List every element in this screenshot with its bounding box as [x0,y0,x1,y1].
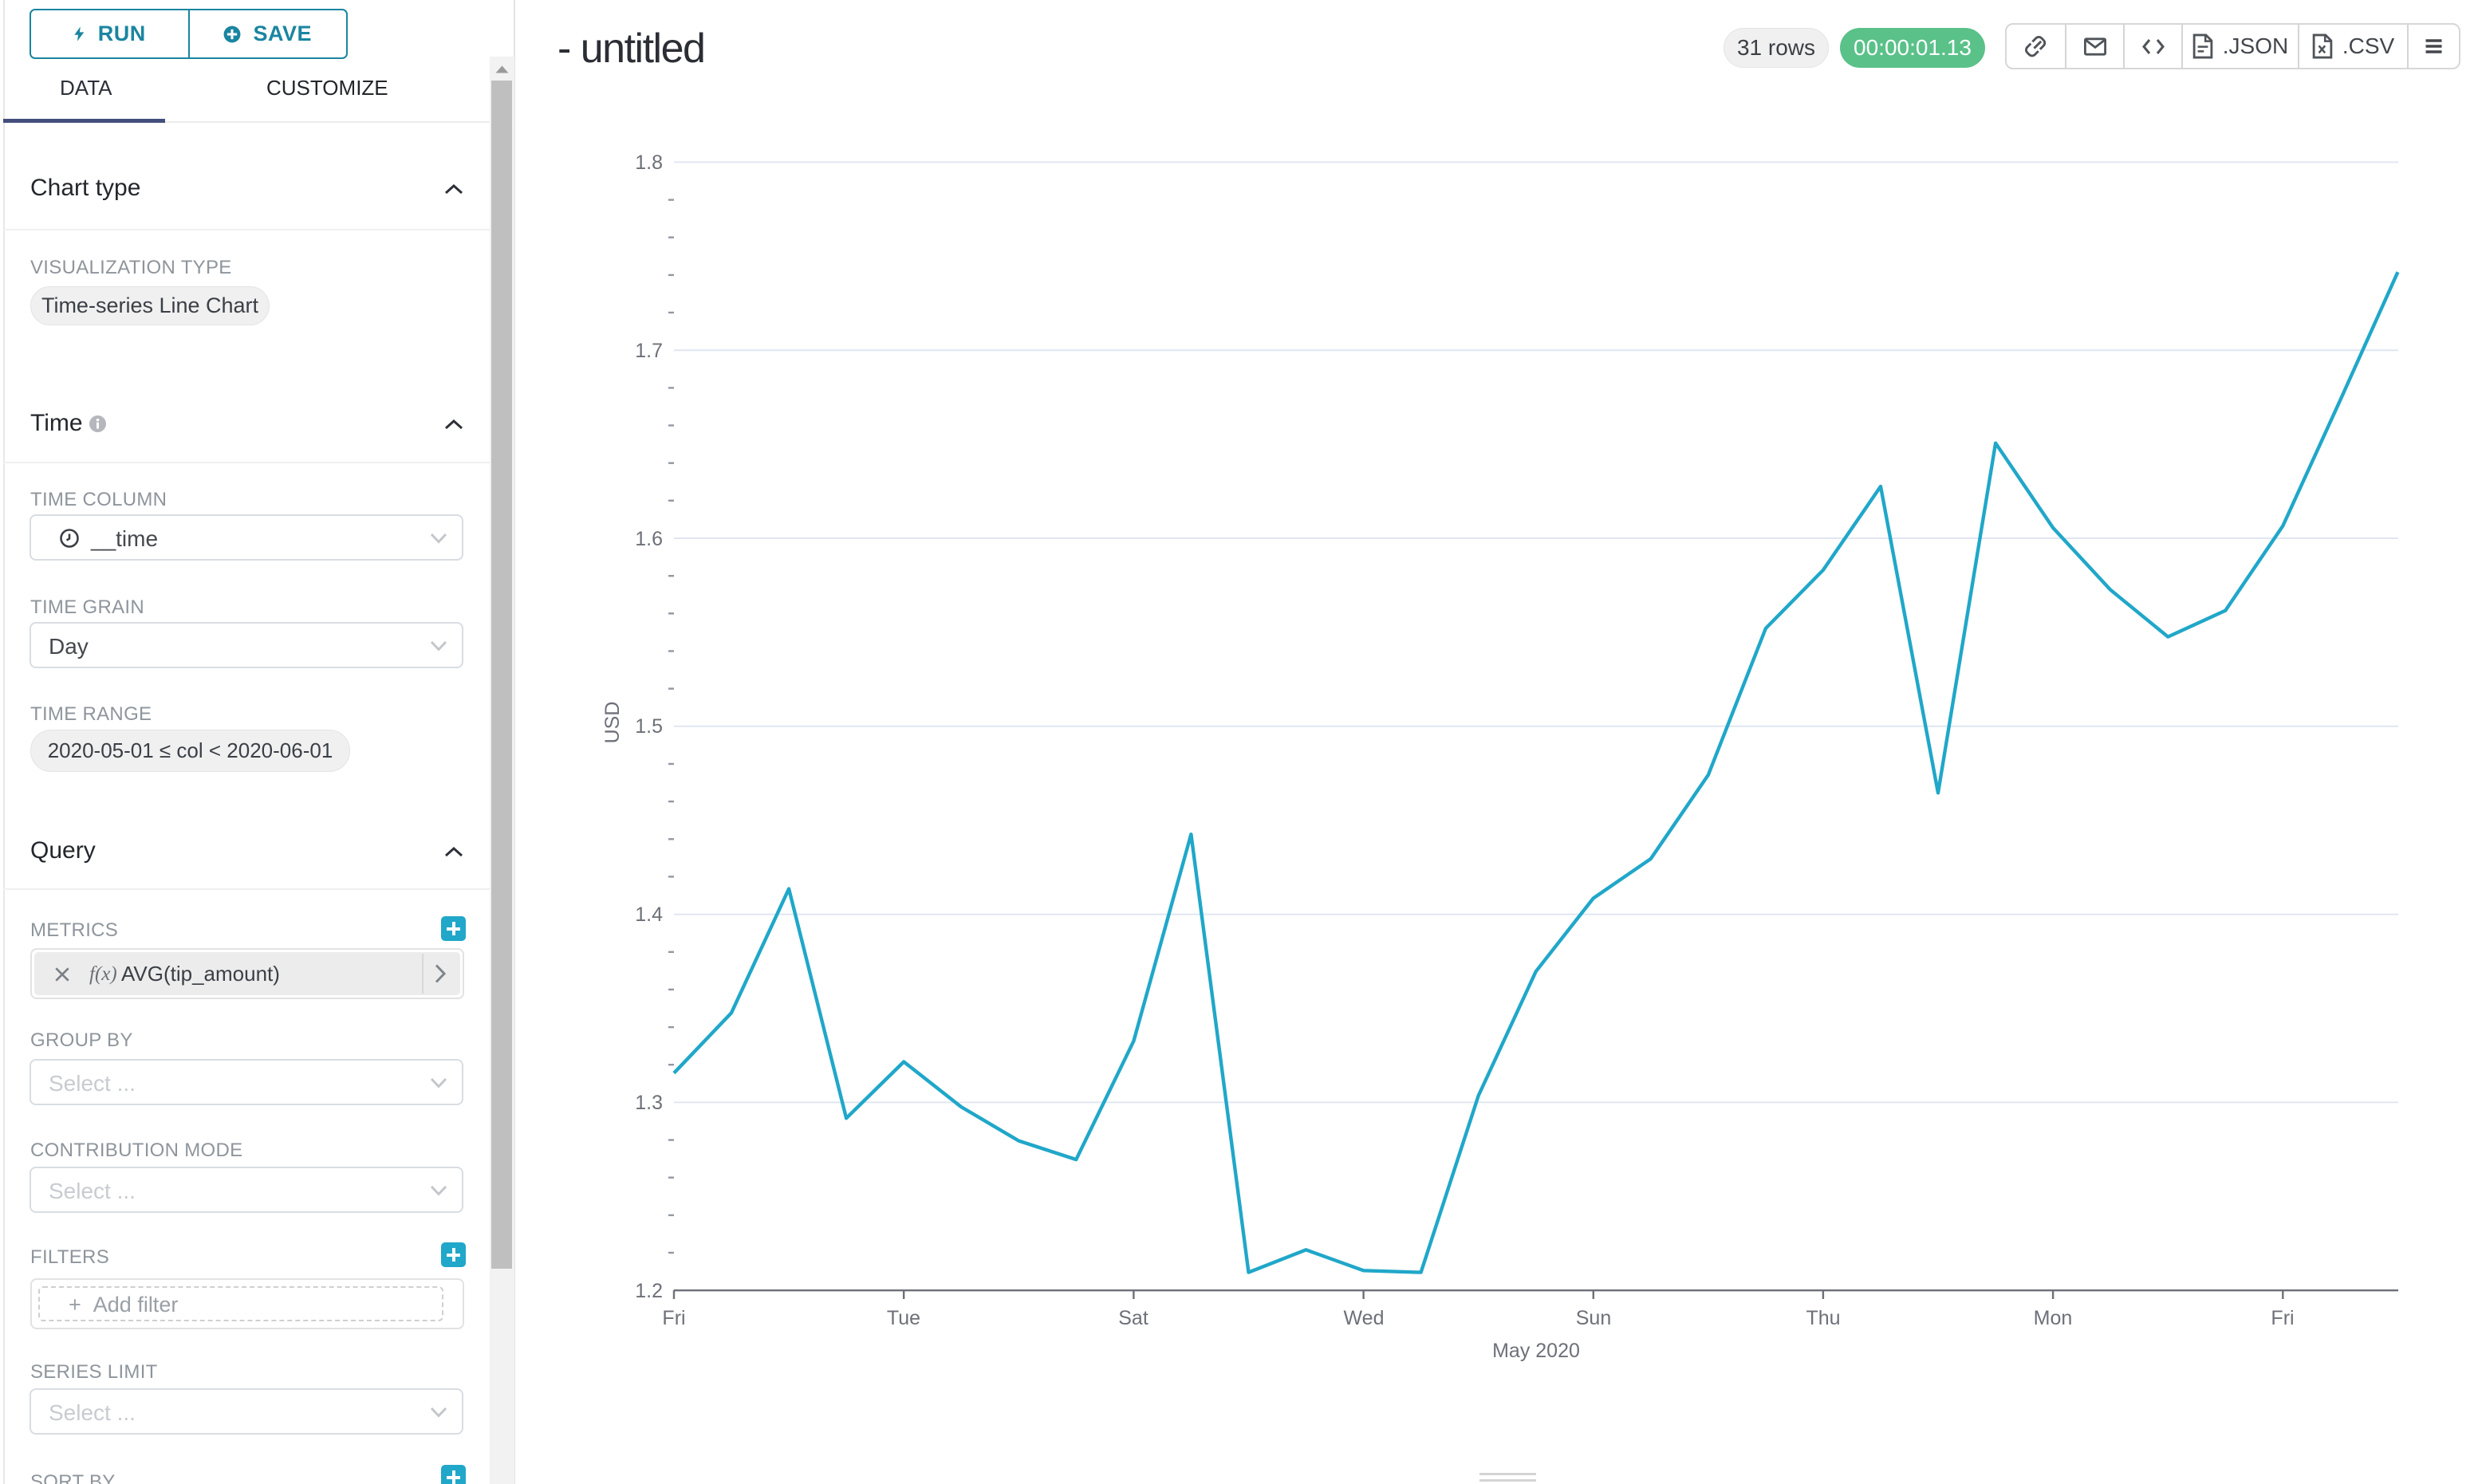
svg-text:1.8: 1.8 [635,152,663,174]
svg-text:May 2020: May 2020 [1492,1340,1580,1362]
svg-text:Fri: Fri [2271,1307,2294,1329]
svg-text:Tue: Tue [887,1307,920,1329]
svg-text:Thu: Thu [1806,1307,1840,1329]
svg-text:1.5: 1.5 [635,715,663,738]
svg-text:1.6: 1.6 [635,528,663,550]
svg-text:Wed: Wed [1344,1307,1385,1329]
svg-text:Fri: Fri [662,1307,685,1329]
svg-text:1.4: 1.4 [635,903,663,926]
svg-text:1.2: 1.2 [635,1280,663,1302]
svg-text:Mon: Mon [2034,1307,2073,1329]
svg-text:1.3: 1.3 [635,1092,663,1114]
svg-text:1.7: 1.7 [635,340,663,362]
svg-text:Sun: Sun [1576,1307,1611,1329]
svg-text:USD: USD [601,702,624,744]
svg-text:Sat: Sat [1118,1307,1148,1329]
